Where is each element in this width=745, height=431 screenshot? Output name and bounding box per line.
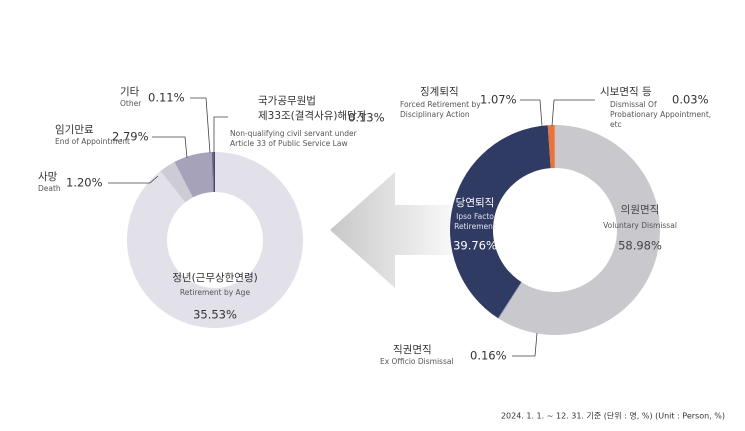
leader-line bbox=[108, 175, 159, 184]
segment-name-en: Voluntary Dismissal bbox=[603, 221, 677, 230]
segment-name: 사망 bbox=[38, 171, 58, 183]
segment-name: 정년(근무상한연령) bbox=[172, 272, 257, 284]
segment-name: 직권면직 bbox=[393, 344, 432, 356]
value-label: 0.13% bbox=[348, 111, 385, 125]
value-label: 2.79% bbox=[112, 130, 149, 144]
value-label: 0.03% bbox=[672, 93, 709, 107]
value-label: 0.16% bbox=[470, 349, 507, 363]
value-label: 39.76% bbox=[453, 239, 497, 253]
leader-line bbox=[512, 332, 538, 357]
segment-name-en: Forced Retirement by Disciplinary Action bbox=[400, 100, 481, 119]
donut-segment bbox=[498, 125, 660, 335]
value-label: 58.98% bbox=[618, 239, 662, 253]
leader-line bbox=[190, 97, 211, 154]
segment-name-en: Other bbox=[120, 99, 142, 108]
donut-segment bbox=[547, 125, 555, 169]
footnote: 2024. 1. 1. ~ 12. 31. 기준 (단위 : 명, %) (Un… bbox=[501, 411, 725, 421]
segment-name-en: Ipso Facto Retirement bbox=[454, 212, 496, 231]
arrow bbox=[330, 172, 470, 288]
segment-name: 당연퇴직 bbox=[456, 197, 495, 209]
segment-name-en: End of Appointment bbox=[55, 137, 130, 146]
segment-name: 임기만료 bbox=[55, 123, 94, 136]
donut-segment bbox=[497, 282, 522, 319]
leader-line bbox=[152, 136, 188, 159]
leader-line bbox=[551, 99, 595, 127]
segment-name-en: Dismissal Of Probationary Appointment, etc bbox=[610, 100, 711, 129]
segment-name-en: Ex Officio Dismissal bbox=[380, 357, 454, 366]
segment-name-en: Death bbox=[38, 184, 61, 193]
value-label: 1.20% bbox=[66, 176, 103, 190]
segment-name: 의원면직 bbox=[621, 204, 660, 216]
leader-line bbox=[520, 99, 543, 127]
donut-segment bbox=[174, 152, 214, 198]
donut-segment bbox=[160, 161, 193, 203]
value-label: 0.11% bbox=[148, 91, 185, 105]
donut-segment bbox=[213, 152, 215, 193]
value-label: 1.07% bbox=[480, 93, 517, 107]
segment-name: 징계퇴직 bbox=[420, 86, 459, 98]
segment-name-en: Non-qualifying civil servant under Articl… bbox=[230, 129, 358, 148]
segment-name: 국가공무원법 제33조(결격사유)해당자 bbox=[258, 95, 367, 122]
segment-name-en: Retirement by Age bbox=[180, 288, 251, 297]
segment-name: 시보면직 등 bbox=[600, 86, 652, 98]
donut-segment bbox=[450, 125, 551, 319]
leader-line bbox=[213, 116, 228, 153]
donut-segment bbox=[127, 152, 304, 328]
value-label: 35.53% bbox=[193, 308, 237, 322]
segment-name: 기타 bbox=[120, 86, 140, 98]
donut-segment bbox=[211, 152, 215, 193]
